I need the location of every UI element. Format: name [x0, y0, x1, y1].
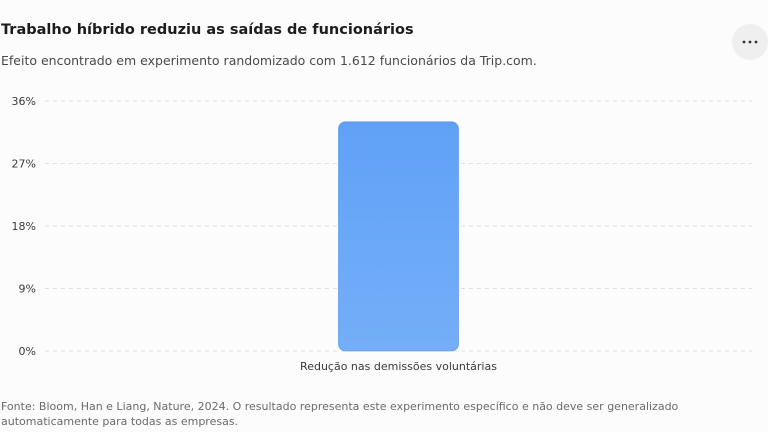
more-horizontal-icon: [742, 40, 758, 44]
chart-subtitle: Efeito encontrado em experimento randomi…: [1, 53, 537, 68]
x-axis: Redução nas demissões voluntárias: [300, 360, 497, 373]
bar-chart: 0% 9% 18% 27% 36% Redução nas demissões volu…: [12, 95, 752, 373]
y-tick-label: 36%: [12, 95, 36, 108]
more-options-button[interactable]: [732, 24, 768, 60]
bar[interactable]: [338, 121, 459, 352]
y-tick-label: 0%: [19, 345, 36, 358]
x-category-label: Redução nas demissões voluntárias: [300, 360, 497, 373]
y-axis: 0% 9% 18% 27% 36%: [12, 95, 36, 358]
y-tick-label: 18%: [12, 220, 36, 233]
y-tick-label: 27%: [12, 158, 36, 171]
bars: [338, 121, 459, 352]
y-tick-label: 9%: [19, 283, 36, 296]
chart-title: Trabalho híbrido reduziu as saídas de fu…: [1, 22, 414, 38]
source-footnote: Fonte: Bloom, Han e Liang, Nature, 2024.…: [1, 400, 679, 428]
